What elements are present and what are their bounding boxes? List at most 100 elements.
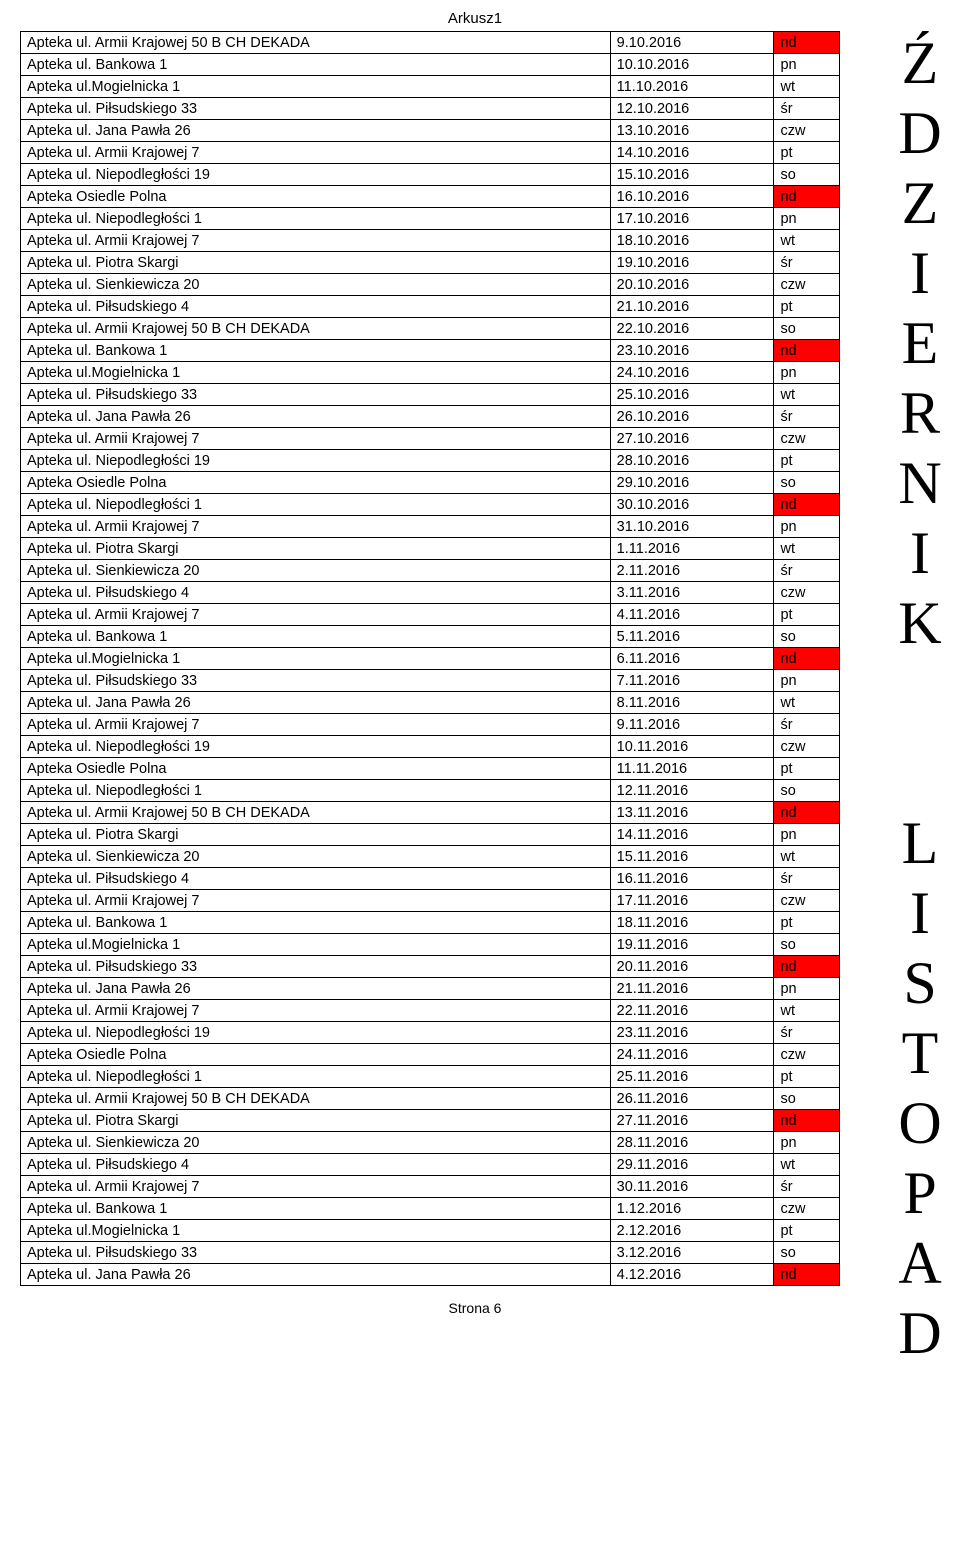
table-row: Apteka ul. Niepodległości 125.11.2016pt [21,1066,840,1088]
pharmacy-name-cell: Apteka ul. Sienkiewicza 20 [21,274,611,296]
table-row: Apteka ul. Bankowa 123.10.2016nd [21,340,840,362]
table-row: Apteka ul. Niepodległości 1910.11.2016cz… [21,736,840,758]
pharmacy-name-cell: Apteka ul.Mogielnicka 1 [21,648,611,670]
date-cell: 3.12.2016 [610,1242,774,1264]
pharmacy-name-cell: Apteka ul. Armii Krajowej 50 B CH DEKADA [21,318,611,340]
pharmacy-name-cell: Apteka ul. Sienkiewicza 20 [21,846,611,868]
table-row: Apteka ul.Mogielnicka 124.10.2016pn [21,362,840,384]
date-cell: 16.10.2016 [610,186,774,208]
day-cell: pn [774,208,840,230]
date-cell: 1.11.2016 [610,538,774,560]
pharmacy-name-cell: Apteka ul. Niepodległości 1 [21,1066,611,1088]
day-cell: pt [774,604,840,626]
pharmacy-name-cell: Apteka ul. Niepodległości 19 [21,164,611,186]
pharmacy-name-cell: Apteka ul. Armii Krajowej 50 B CH DEKADA [21,802,611,824]
table-row: Apteka Osiedle Polna24.11.2016czw [21,1044,840,1066]
day-cell: wt [774,384,840,406]
date-cell: 9.11.2016 [610,714,774,736]
date-cell: 30.11.2016 [610,1176,774,1198]
pharmacy-name-cell: Apteka Osiedle Polna [21,1044,611,1066]
table-row: Apteka ul. Piotra Skargi14.11.2016pn [21,824,840,846]
table-row: Apteka ul. Sienkiewicza 202.11.2016śr [21,560,840,582]
page-footer: Strona 6 [20,1300,930,1316]
day-cell: nd [774,1110,840,1132]
table-row: Apteka ul. Jana Pawła 2621.11.2016pn [21,978,840,1000]
table-row: Apteka ul. Bankowa 118.11.2016pt [21,912,840,934]
table-row: Apteka ul.Mogielnicka 12.12.2016pt [21,1220,840,1242]
table-row: Apteka ul. Jana Pawła 264.12.2016nd [21,1264,840,1286]
pharmacy-name-cell: Apteka ul. Armii Krajowej 50 B CH DEKADA [21,1088,611,1110]
day-cell: so [774,164,840,186]
date-cell: 29.10.2016 [610,472,774,494]
date-cell: 12.11.2016 [610,780,774,802]
date-cell: 14.10.2016 [610,142,774,164]
table-row: Apteka ul. Piłsudskiego 43.11.2016czw [21,582,840,604]
pharmacy-name-cell: Apteka ul.Mogielnicka 1 [21,934,611,956]
day-cell: so [774,780,840,802]
date-cell: 24.10.2016 [610,362,774,384]
pharmacy-name-cell: Apteka ul. Armii Krajowej 7 [21,890,611,912]
table-row: Apteka ul. Niepodległości 1928.10.2016pt [21,450,840,472]
date-cell: 29.11.2016 [610,1154,774,1176]
pharmacy-name-cell: Apteka ul. Jana Pawła 26 [21,120,611,142]
date-cell: 28.10.2016 [610,450,774,472]
day-cell: nd [774,494,840,516]
day-cell: pn [774,54,840,76]
pharmacy-name-cell: Apteka ul. Armii Krajowej 7 [21,714,611,736]
table-row: Apteka ul. Piotra Skargi1.11.2016wt [21,538,840,560]
date-cell: 12.10.2016 [610,98,774,120]
table-row: Apteka ul. Jana Pawła 2613.10.2016czw [21,120,840,142]
month-label-1: ŹDZIERNIK [885,30,954,660]
table-row: Apteka ul. Sienkiewicza 2015.11.2016wt [21,846,840,868]
pharmacy-name-cell: Apteka ul. Piłsudskiego 4 [21,1154,611,1176]
pharmacy-name-cell: Apteka ul. Sienkiewicza 20 [21,1132,611,1154]
day-cell: pn [774,1132,840,1154]
date-cell: 16.11.2016 [610,868,774,890]
table-row: Apteka ul. Niepodległości 1915.10.2016so [21,164,840,186]
day-cell: so [774,1088,840,1110]
pharmacy-schedule-table: Apteka ul. Armii Krajowej 50 B CH DEKADA… [20,31,840,1286]
date-cell: 22.10.2016 [610,318,774,340]
day-cell: wt [774,76,840,98]
pharmacy-name-cell: Apteka ul. Armii Krajowej 50 B CH DEKADA [21,32,611,54]
day-cell: nd [774,186,840,208]
pharmacy-name-cell: Apteka ul. Piotra Skargi [21,1110,611,1132]
day-cell: pn [774,824,840,846]
day-cell: so [774,626,840,648]
day-cell: nd [774,648,840,670]
day-cell: śr [774,1022,840,1044]
page: Arkusz1 ŹDZIERNIK LISTOPAD Apteka ul. Ar… [0,0,960,1326]
table-row: Apteka ul. Armii Krajowej 731.10.2016pn [21,516,840,538]
table-row: Apteka ul. Bankowa 110.10.2016pn [21,54,840,76]
pharmacy-name-cell: Apteka ul. Bankowa 1 [21,340,611,362]
pharmacy-name-cell: Apteka ul. Armii Krajowej 7 [21,142,611,164]
date-cell: 26.11.2016 [610,1088,774,1110]
pharmacy-name-cell: Apteka ul. Piotra Skargi [21,252,611,274]
day-cell: wt [774,230,840,252]
day-cell: czw [774,274,840,296]
date-cell: 27.10.2016 [610,428,774,450]
date-cell: 25.10.2016 [610,384,774,406]
pharmacy-name-cell: Apteka ul.Mogielnicka 1 [21,1220,611,1242]
day-cell: czw [774,120,840,142]
day-cell: śr [774,406,840,428]
pharmacy-name-cell: Apteka ul. Armii Krajowej 7 [21,516,611,538]
date-cell: 11.11.2016 [610,758,774,780]
day-cell: wt [774,1000,840,1022]
pharmacy-name-cell: Apteka ul. Piłsudskiego 33 [21,98,611,120]
date-cell: 27.11.2016 [610,1110,774,1132]
day-cell: śr [774,560,840,582]
date-cell: 26.10.2016 [610,406,774,428]
table-row: Apteka ul. Armii Krajowej 74.11.2016pt [21,604,840,626]
table-row: Apteka ul. Piłsudskiego 3312.10.2016śr [21,98,840,120]
date-cell: 18.11.2016 [610,912,774,934]
pharmacy-name-cell: Apteka ul. Piłsudskiego 33 [21,670,611,692]
pharmacy-name-cell: Apteka ul. Jana Pawła 26 [21,978,611,1000]
table-row: Apteka ul. Armii Krajowej 714.10.2016pt [21,142,840,164]
table-row: Apteka ul.Mogielnicka 111.10.2016wt [21,76,840,98]
date-cell: 3.11.2016 [610,582,774,604]
day-cell: nd [774,32,840,54]
pharmacy-name-cell: Apteka ul. Armii Krajowej 7 [21,1000,611,1022]
table-row: Apteka ul. Armii Krajowej 727.10.2016czw [21,428,840,450]
date-cell: 15.11.2016 [610,846,774,868]
